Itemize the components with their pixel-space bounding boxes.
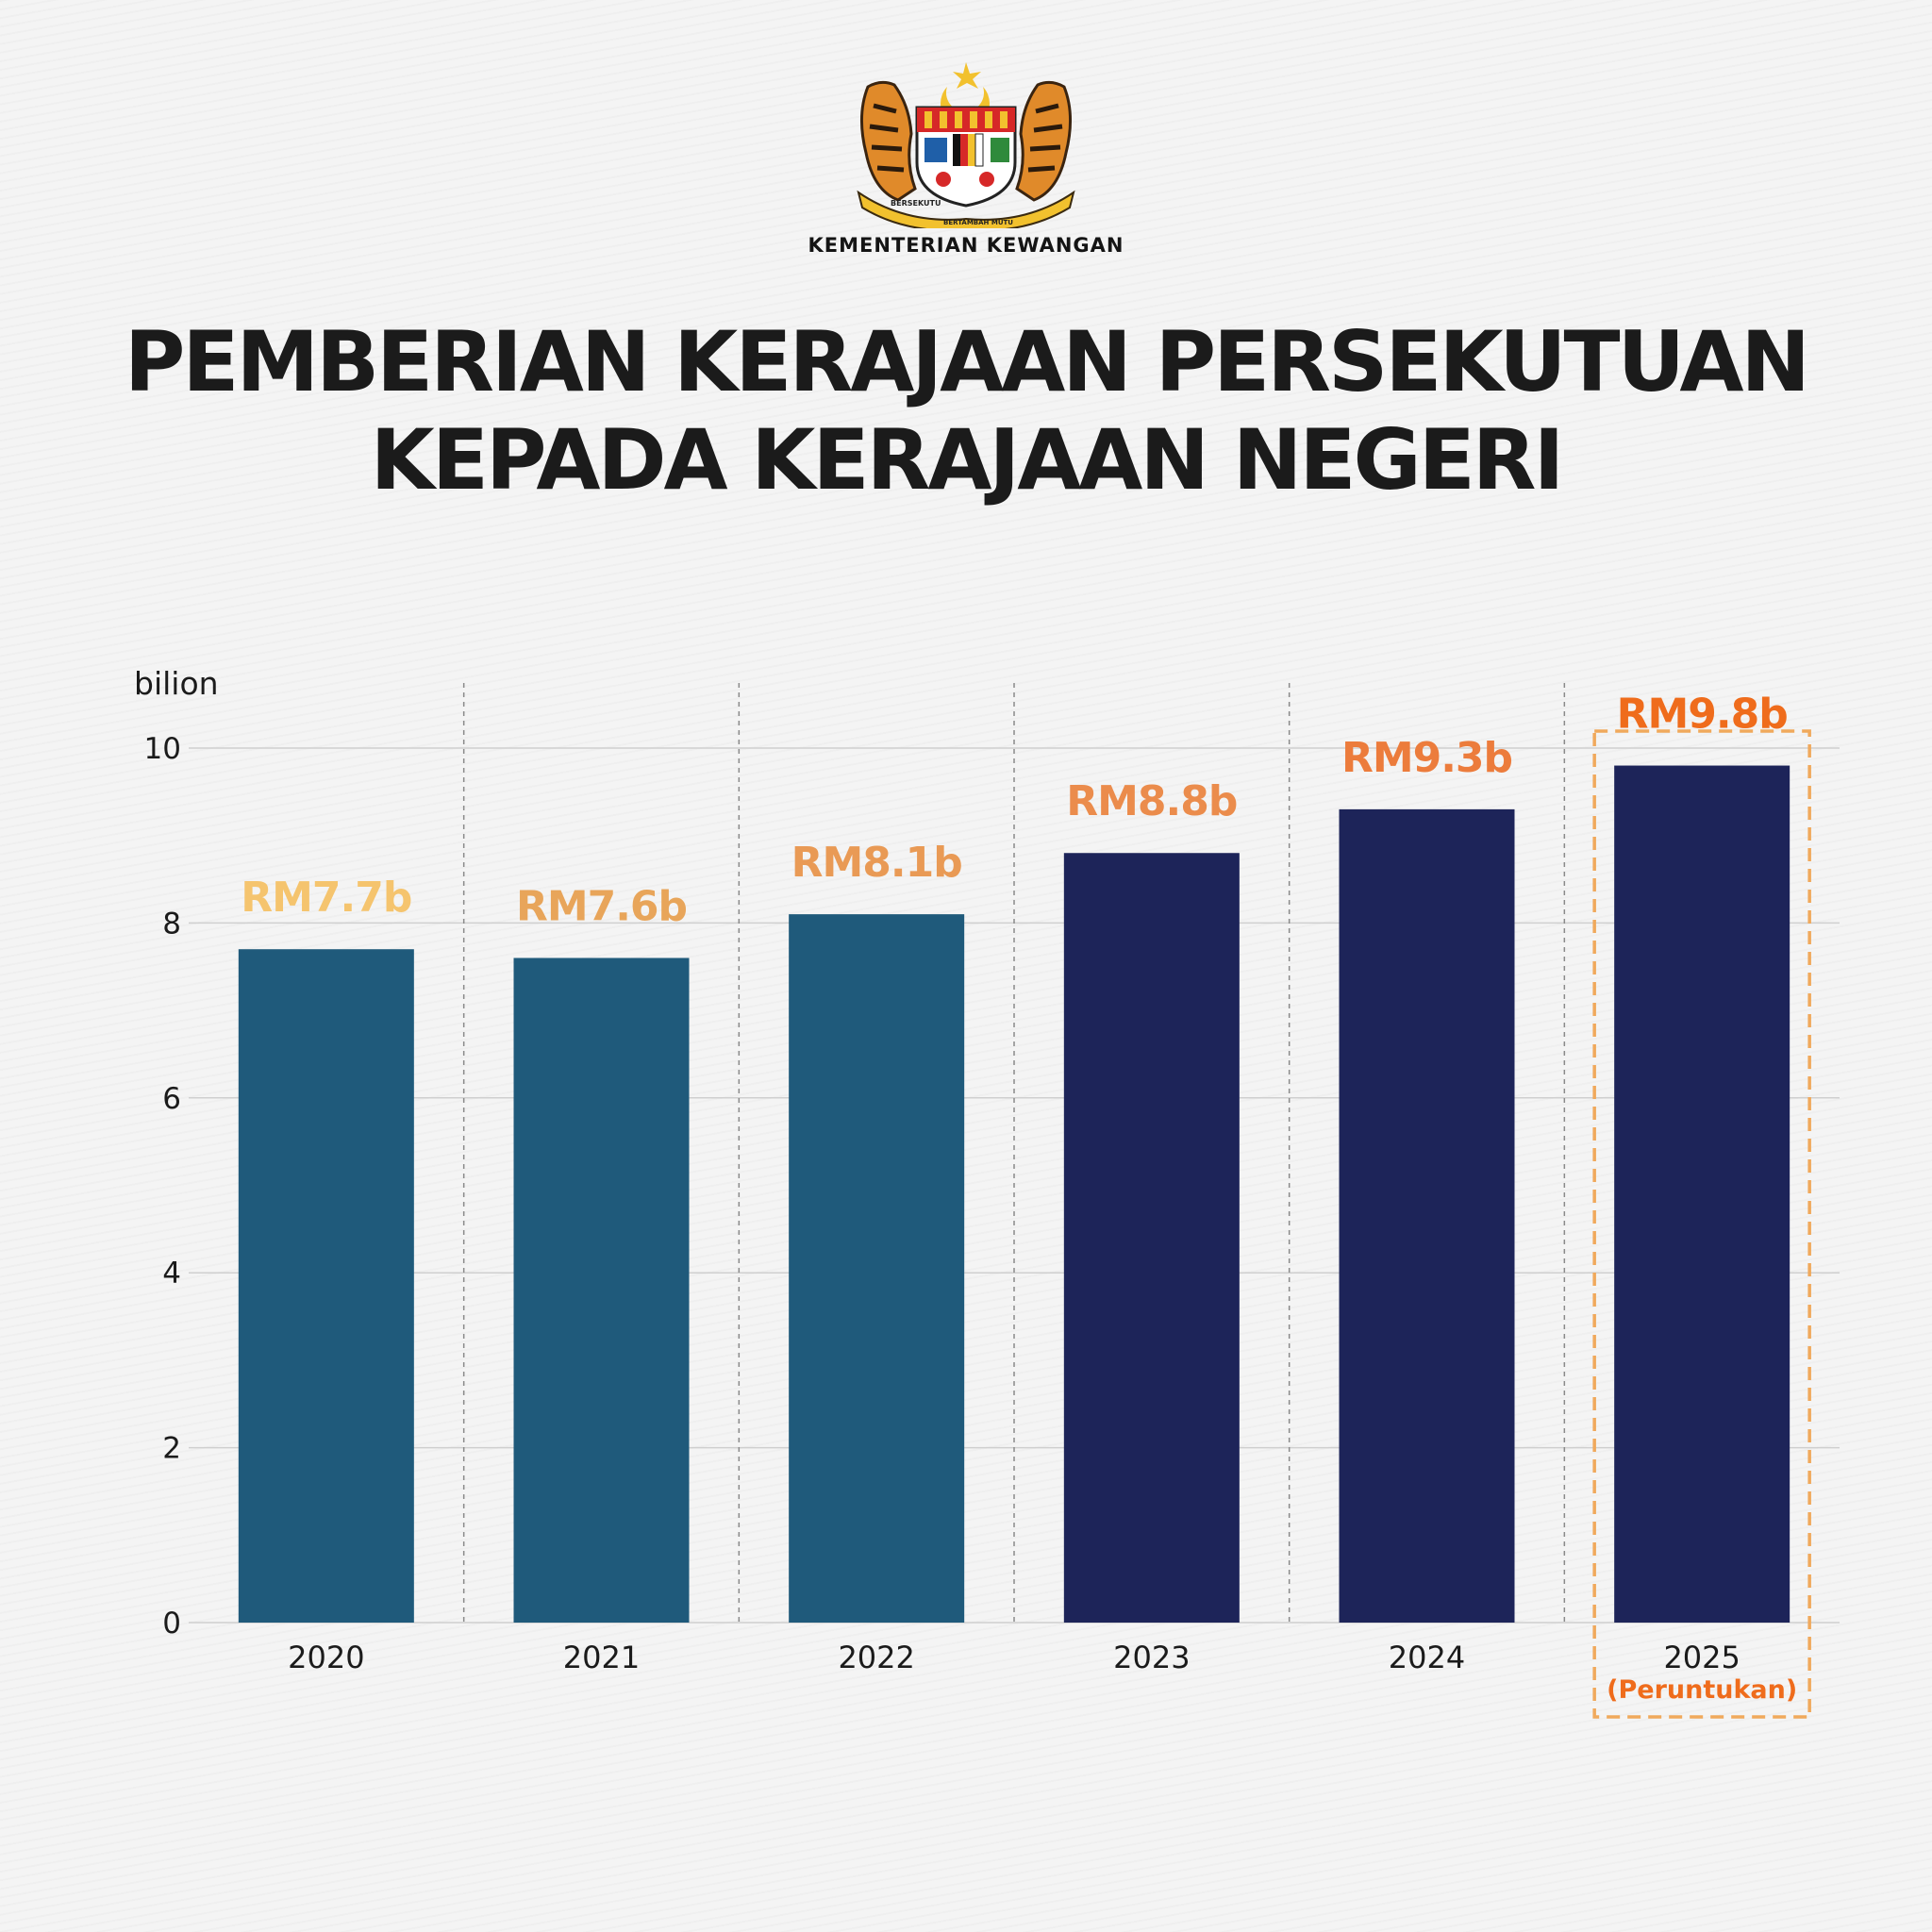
x-tick-label-2023: 2023 <box>1113 1640 1190 1675</box>
grid-layer: 0 2 4 6 8 10 <box>144 683 1840 1641</box>
page-title: PEMBERIAN KERAJAAN PERSEKUTUAN KEPADA KE… <box>0 313 1932 509</box>
x-tick-label-2024: 2024 <box>1389 1640 1465 1675</box>
y-tick-label: 6 <box>162 1082 181 1116</box>
data-label-2020: RM7.7b <box>241 874 411 922</box>
bar-2024 <box>1339 808 1515 1623</box>
x-tick-label-2022: 2022 <box>838 1640 914 1675</box>
title-line-1: PEMBERIAN KERAJAAN PERSEKUTUAN <box>124 313 1810 410</box>
data-label-2023: RM8.8b <box>1066 777 1237 825</box>
svg-text:BERTAMBAH MUTU: BERTAMBAH MUTU <box>943 219 1013 226</box>
data-label-2024: RM9.3b <box>1341 734 1512 782</box>
data-label-2025: RM9.8b <box>1617 691 1788 739</box>
x-tick-label-2021: 2021 <box>563 1640 640 1675</box>
title-line-2: KEPADA KERAJAAN NEGERI <box>370 411 1565 508</box>
coat-of-arms-logo: BERSEKUTU BERTAMBAH MUTU <box>849 58 1083 232</box>
data-label-2022: RM8.1b <box>791 839 962 887</box>
svg-text:BERSEKUTU: BERSEKUTU <box>891 199 941 208</box>
y-axis-unit-label: bilion <box>134 665 219 702</box>
labels-layer: RM7.7b 2020 RM7.6b 2021 RM8.1b 2022 RM8.8b 2023… <box>241 691 1797 1705</box>
y-tick-label: 2 <box>162 1432 181 1466</box>
ministry-name: KEMENTERIAN KEWANGAN <box>808 234 1124 257</box>
x-tick-note: (Peruntukan) <box>1607 1675 1797 1705</box>
highlight-box <box>1592 729 1811 1719</box>
y-tick-label: 8 <box>162 907 181 941</box>
y-tick-label: 0 <box>162 1607 181 1641</box>
bar-2025 <box>1614 765 1790 1623</box>
bar-2020 <box>238 949 414 1623</box>
x-tick-label-2025: 2025 <box>1663 1640 1740 1675</box>
bar-2023 <box>1063 853 1240 1623</box>
bar-2021 <box>513 958 690 1623</box>
highlight-layer <box>1592 729 1811 1719</box>
x-tick-label-2020: 2020 <box>288 1640 364 1675</box>
bars-layer <box>238 765 1790 1623</box>
y-tick-label: 10 <box>144 732 181 766</box>
y-tick-label: 4 <box>162 1257 181 1291</box>
bar-2022 <box>789 914 965 1623</box>
data-label-2021: RM7.6b <box>516 882 687 930</box>
